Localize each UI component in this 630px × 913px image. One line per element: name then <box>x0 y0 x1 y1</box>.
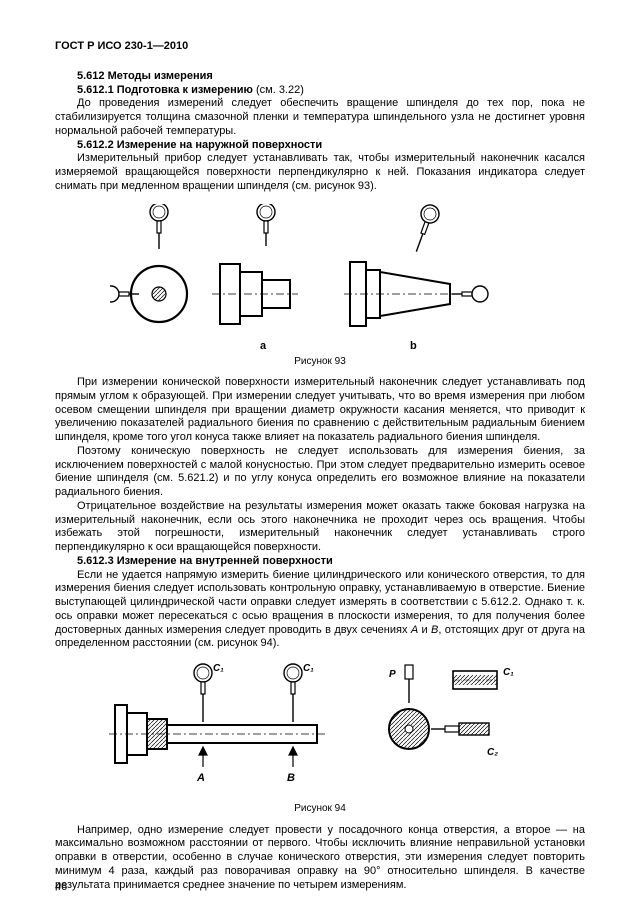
paragraph: Измерительный прибор следует устанавлива… <box>55 152 585 193</box>
figure-94-caption: Рисунок 94 <box>55 803 585 816</box>
fig94-label-c2: C₂ <box>487 747 498 758</box>
page-number: 46 <box>55 881 67 895</box>
heading-5-612-1: 5.612.1 Подготовка к измерению (см. 3.22… <box>55 84 585 98</box>
heading-5-612-1-ref: (см. 3.22) <box>253 84 304 96</box>
fig94-label-B: B <box>287 772 295 784</box>
document-page: ГОСТ Р ИСО 230-1—2010 5.612 Методы измер… <box>0 0 630 913</box>
heading-5-612-2: 5.612.2 Измерение на наружной поверхност… <box>55 139 585 153</box>
figure-94-svg: C₁ C₁ A B <box>105 661 535 801</box>
figure-93: a <box>55 204 585 354</box>
paragraph-part: и <box>418 624 431 636</box>
heading-5-612-1-num: 5.612.1 Подготовка к измерению <box>77 84 253 96</box>
figure-93-svg: a <box>110 204 530 354</box>
paragraph: Поэтому коническую поверхность не следуе… <box>55 445 585 500</box>
heading-5-612-3: 5.612.3 Измерение на внутренней поверхно… <box>55 555 585 569</box>
figure-93-caption: Рисунок 93 <box>55 356 585 369</box>
standard-code: ГОСТ Р ИСО 230-1—2010 <box>55 40 585 54</box>
fig93-label-b: b <box>410 340 417 352</box>
fig94-label-c1: C₁ <box>213 663 224 674</box>
heading-5-612: 5.612 Методы измерения <box>55 70 585 84</box>
paragraph: При измерении конической поверхности изм… <box>55 376 585 445</box>
fig94-label-c1c: C₁ <box>503 667 514 678</box>
paragraph: Отрицательное воздействие на результаты … <box>55 500 585 555</box>
fig93-label-a: a <box>260 340 267 352</box>
figure-94: C₁ C₁ A B <box>55 661 585 801</box>
paragraph: Если не удается напрямую измерить биение… <box>55 569 585 652</box>
fig94-label-c1b: C₁ <box>303 663 314 674</box>
paragraph: Например, одно измерение следует провест… <box>55 824 585 893</box>
fig94-label-P: P <box>389 669 396 680</box>
paragraph: До проведения измерений следует обеспечи… <box>55 97 585 138</box>
fig94-label-A: A <box>196 772 205 784</box>
